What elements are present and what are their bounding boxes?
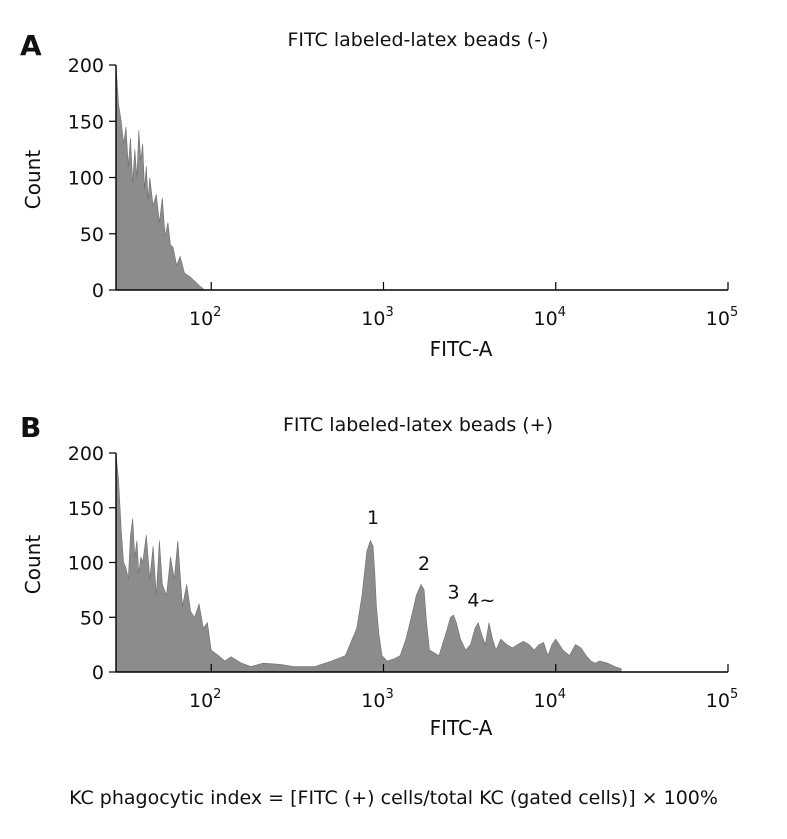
x-tick-label: 104 [534, 687, 566, 712]
y-tick-label: 200 [68, 443, 104, 465]
x-axis-label: FITC-A [430, 716, 493, 740]
x-tick-label: 103 [361, 687, 393, 712]
histogram-area [115, 452, 622, 673]
phagocytic-index-formula: KC phagocytic index = [FITC (+) cells/to… [69, 787, 718, 809]
chart-title: FITC labeled-latex beads (+) [283, 414, 553, 436]
y-tick-label: 0 [92, 662, 104, 684]
x-tick-label: 105 [706, 305, 738, 330]
y-tick-label: 50 [80, 607, 104, 629]
x-tick-label: 104 [534, 305, 566, 330]
panel-letter: A [20, 29, 42, 62]
y-tick-label: 100 [68, 168, 104, 190]
x-tick-label: 103 [361, 305, 393, 330]
y-tick-label: 200 [68, 55, 104, 77]
y-axis-label: Count [21, 150, 45, 210]
panel-b: 0 50 100 150 200 102 103 104 105 B FITC labeled-la… [20, 411, 738, 740]
panel-a: 0 50 100 150 200 102 103 104 105 A FITC labeled-la… [20, 29, 738, 361]
chart-title: FITC labeled-latex beads (-) [288, 29, 549, 51]
peak-label: 4~ [467, 589, 495, 611]
y-tick-label: 150 [68, 111, 104, 133]
peak-label: 2 [418, 553, 430, 575]
panel-letter: B [20, 411, 41, 444]
histogram-area [115, 64, 204, 291]
peak-label: 3 [447, 582, 459, 604]
y-tick-label: 150 [68, 498, 104, 520]
x-tick-label: 105 [706, 687, 738, 712]
y-axis-label: Count [21, 535, 45, 595]
x-tick-label: 102 [189, 687, 221, 712]
y-tick-label: 100 [68, 553, 104, 575]
x-tick-label: 102 [189, 305, 221, 330]
y-tick-label: 0 [92, 280, 104, 302]
y-tick-label: 50 [80, 224, 104, 246]
peak-label: 1 [367, 507, 379, 529]
x-axis-label: FITC-A [430, 337, 493, 361]
